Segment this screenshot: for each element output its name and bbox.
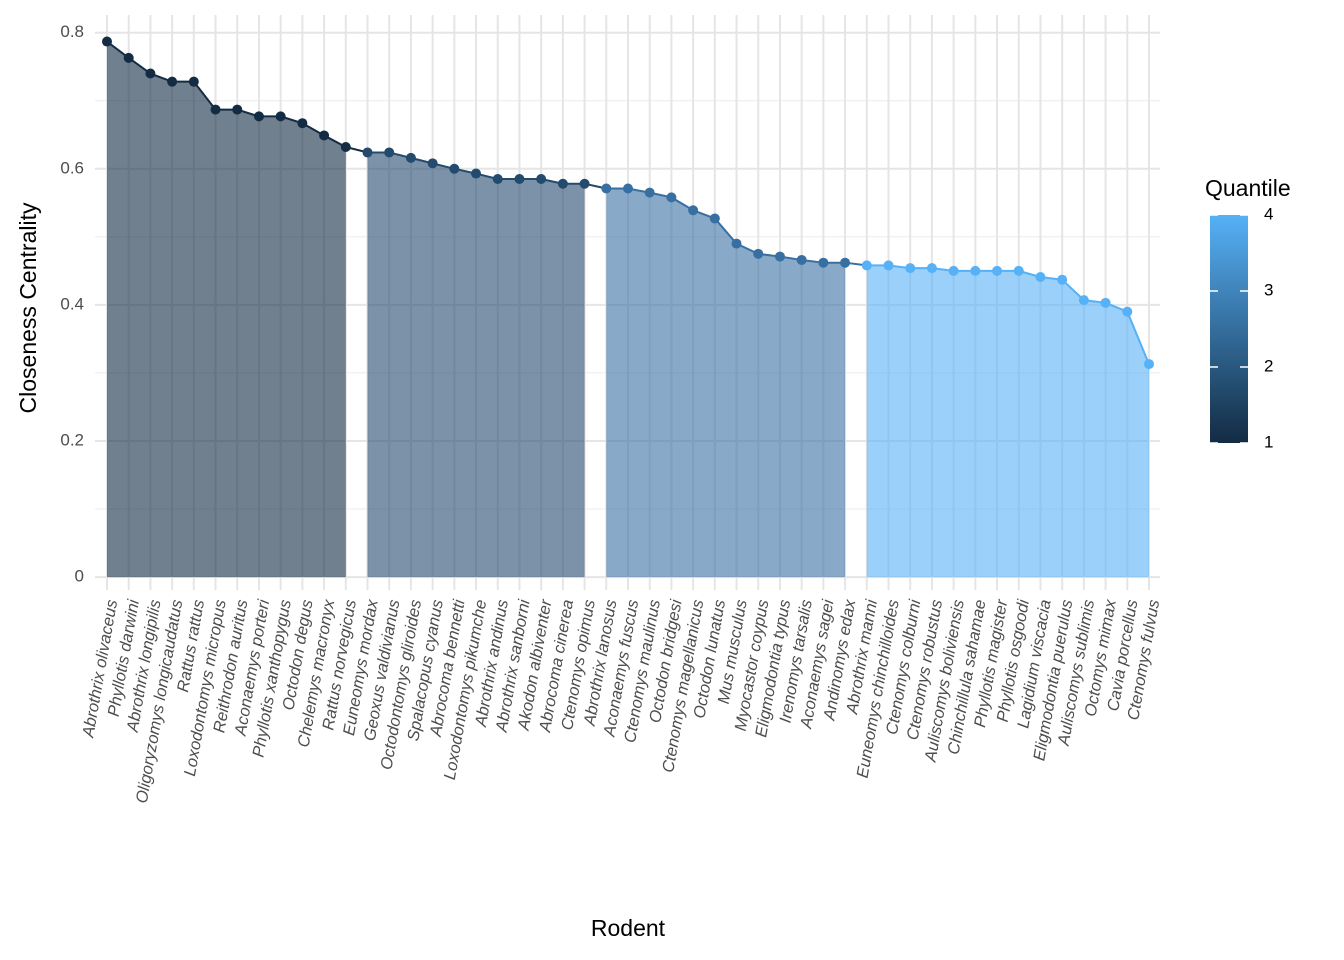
point (188, 76, 199, 87)
line-segment (1126, 311, 1150, 365)
point (1057, 274, 1068, 285)
area (107, 41, 346, 578)
line-segment (714, 217, 738, 245)
point (623, 183, 633, 194)
point (405, 152, 416, 163)
point (145, 68, 156, 79)
point (644, 187, 655, 198)
point (796, 254, 807, 265)
point (818, 257, 829, 268)
point (579, 178, 590, 189)
legend-label: 3 (1264, 280, 1273, 299)
point (123, 52, 134, 63)
point (1035, 271, 1046, 282)
area (866, 265, 1149, 578)
point (992, 265, 1003, 276)
legend-label: 2 (1264, 356, 1273, 375)
legend-label: 1 (1264, 432, 1273, 451)
point (253, 111, 264, 122)
point (319, 130, 330, 141)
y-tick-label: 0.6 (60, 158, 84, 177)
point (709, 213, 720, 224)
point (1013, 265, 1024, 276)
point (297, 118, 308, 129)
legend-label: 4 (1264, 204, 1273, 223)
point (449, 163, 460, 174)
legend-colorbar (1210, 215, 1248, 443)
point (340, 142, 351, 153)
point (861, 260, 872, 271)
area (606, 188, 846, 578)
legend-title: Quantile (1205, 175, 1291, 201)
point (753, 248, 764, 259)
point (905, 263, 916, 274)
point (492, 173, 503, 184)
point (427, 158, 438, 169)
point (926, 263, 937, 274)
point (1122, 306, 1133, 317)
point (167, 76, 178, 87)
point (275, 111, 286, 122)
y-axis-title: Closeness Centrality (15, 202, 41, 413)
point (1144, 359, 1154, 370)
point (1078, 295, 1089, 306)
point (666, 192, 677, 203)
point (384, 147, 395, 158)
point (840, 257, 851, 268)
point (514, 173, 525, 184)
point (774, 251, 785, 262)
area (367, 152, 585, 578)
point (362, 147, 373, 158)
point (210, 104, 221, 115)
areas (107, 41, 1149, 578)
points (102, 36, 1154, 370)
point (102, 36, 112, 47)
y-tick-label: 0.8 (60, 22, 84, 41)
point (232, 104, 243, 115)
y-tick-label: 0.2 (60, 430, 84, 449)
point (1100, 297, 1111, 308)
point (471, 168, 482, 179)
point (536, 173, 547, 184)
x-axis-title: Rodent (591, 915, 666, 941)
point (731, 238, 742, 249)
y-tick-label: 0.4 (60, 294, 84, 313)
point (948, 265, 959, 276)
y-tick-label: 0 (75, 567, 84, 586)
line-segment (193, 81, 217, 111)
point (601, 183, 612, 194)
point (970, 265, 981, 276)
point (688, 205, 699, 216)
legend: 1 2 3 4 (1210, 204, 1273, 451)
point (883, 260, 894, 271)
point (557, 178, 568, 189)
